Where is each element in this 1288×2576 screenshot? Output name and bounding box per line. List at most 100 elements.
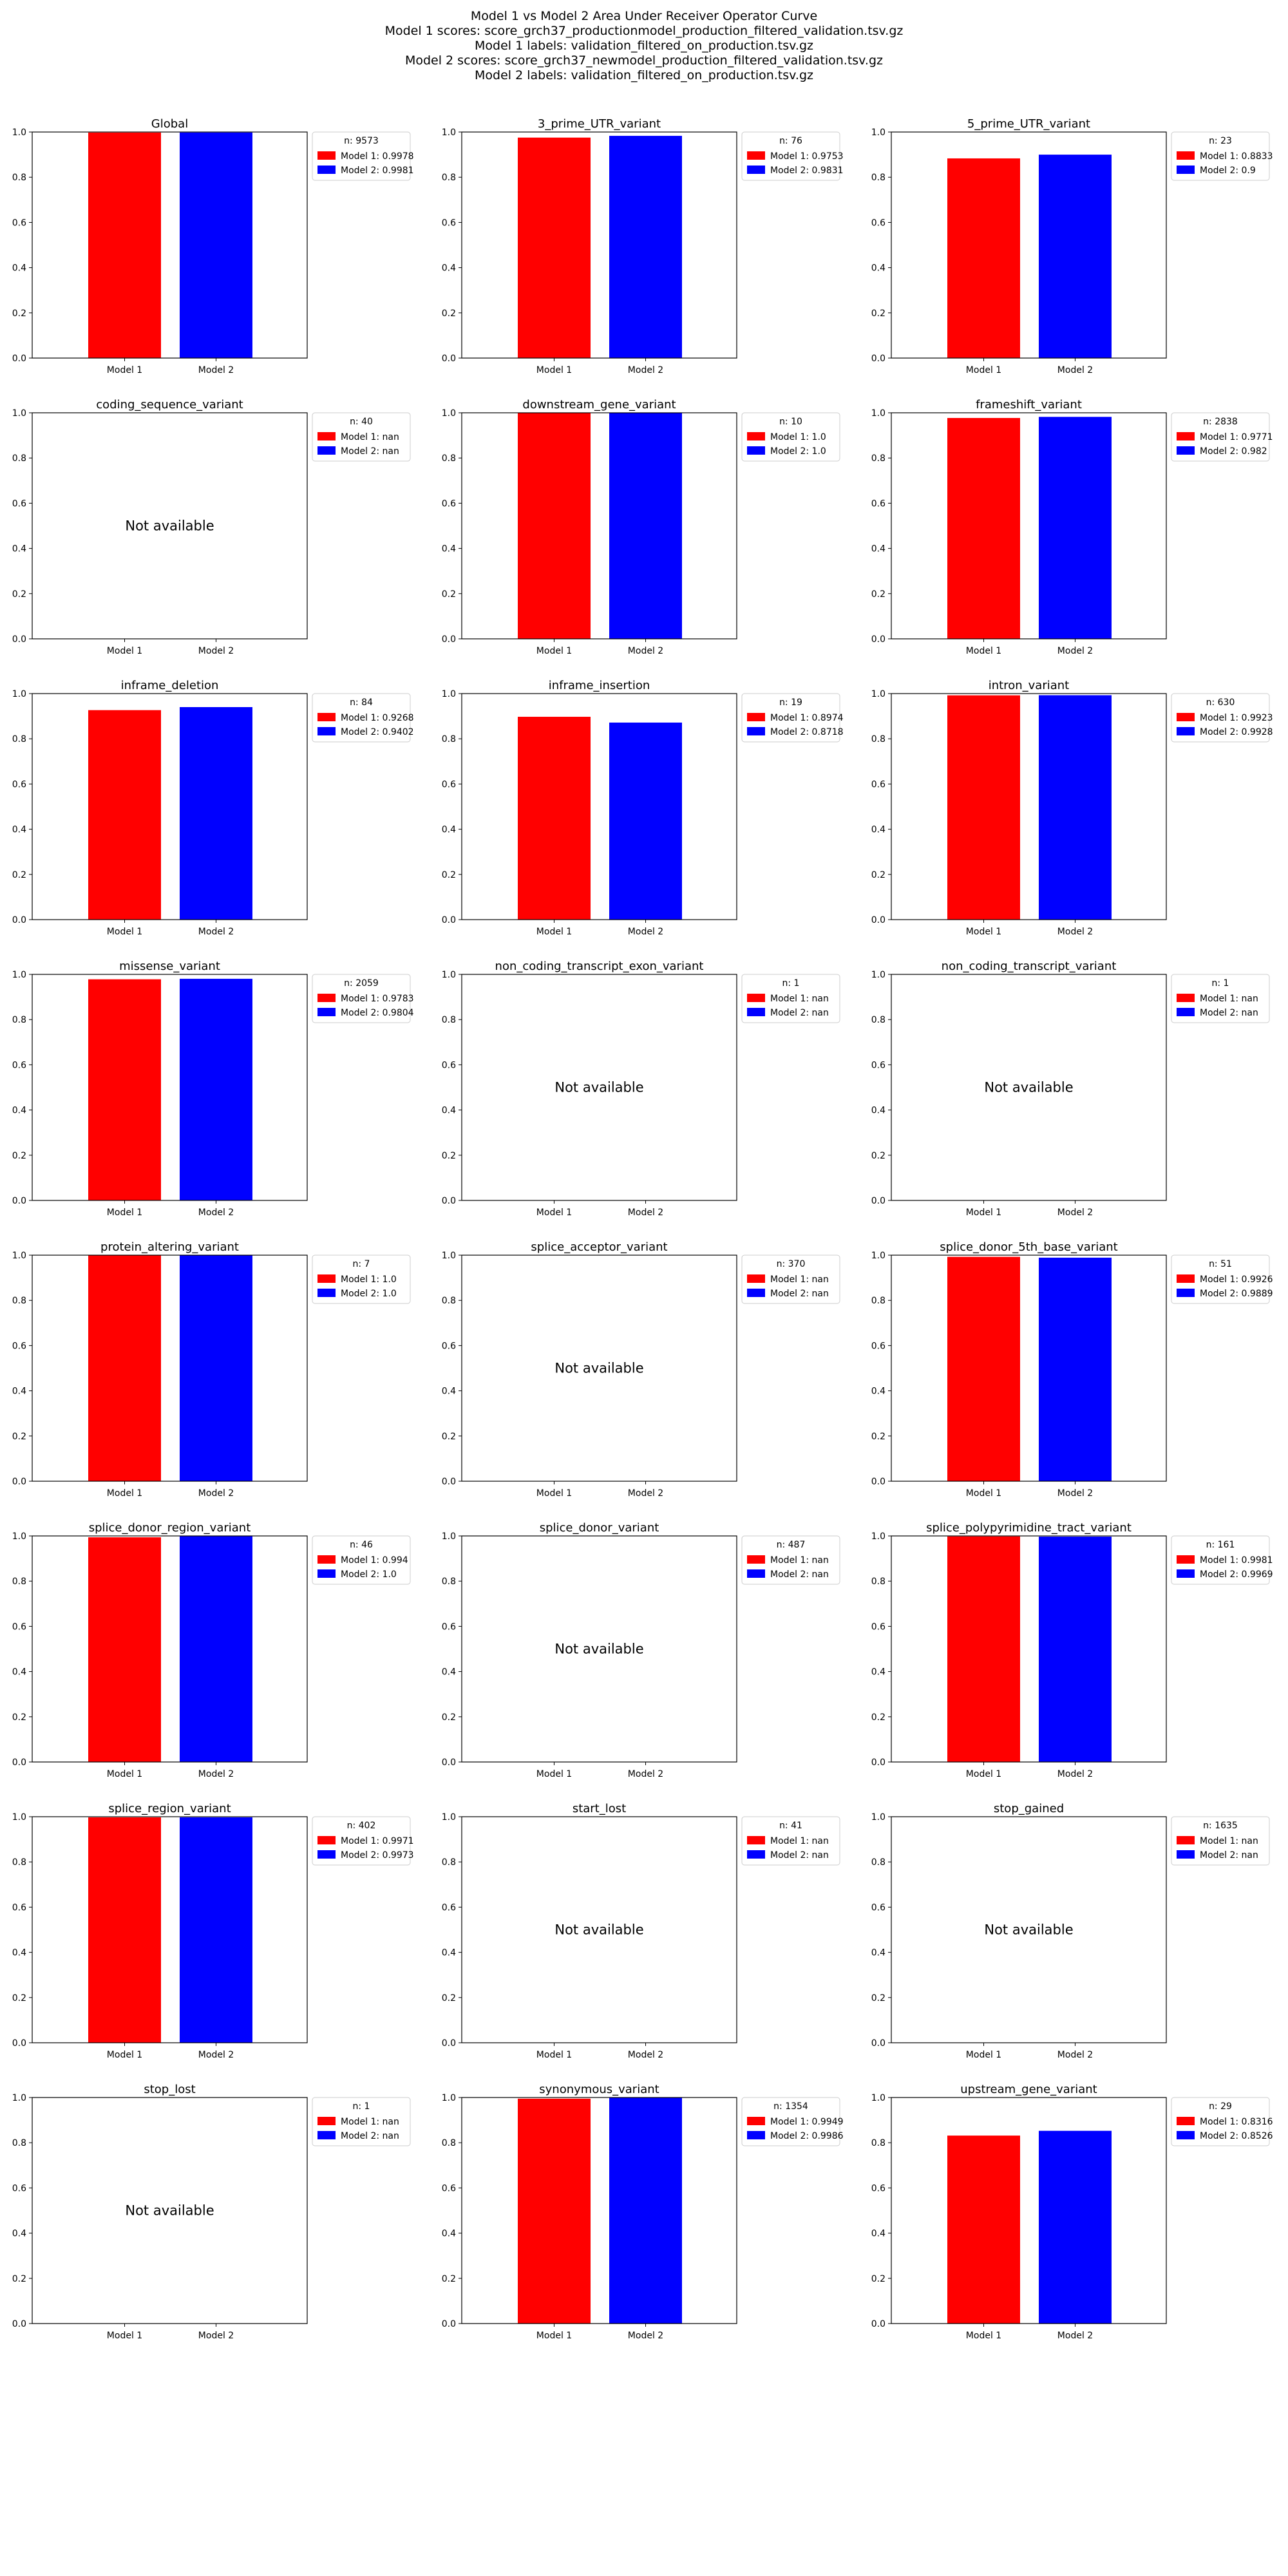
legend-box <box>741 131 840 181</box>
x-tick-label: Model 1 <box>536 927 572 937</box>
bar-model-2 <box>180 978 252 1200</box>
y-tick-label: 0.0 <box>442 915 456 925</box>
axes-frame <box>32 1816 308 2043</box>
legend-swatch-model-2 <box>317 1850 336 1859</box>
y-tick-label: 0.4 <box>871 263 886 274</box>
y-tick-label: 0.8 <box>442 1015 456 1025</box>
y-tick-label: 0.4 <box>442 544 456 554</box>
legend-swatch-model-2 <box>317 1289 336 1297</box>
bar-model-1 <box>518 137 591 359</box>
y-tick-label: 0.8 <box>871 173 886 183</box>
legend-entry: Model 2: 0.9831 <box>770 166 844 176</box>
bar-model-1 <box>88 1817 161 2043</box>
legend-title: n: 19 <box>779 697 802 708</box>
legend-entry: Model 1: 0.9753 <box>770 151 844 162</box>
subplot-title: frameshift_variant <box>976 398 1082 412</box>
y-tick-label: 0.2 <box>442 2274 456 2284</box>
subplot-title: Global <box>151 117 188 131</box>
legend-swatch-model-2 <box>747 2131 765 2139</box>
legend-swatch-model-2 <box>317 1008 336 1016</box>
legend-title: n: 2059 <box>344 978 379 989</box>
y-tick-label: 0.4 <box>871 1667 886 1678</box>
y-tick-label: 0.2 <box>442 1993 456 2003</box>
legend-swatch-model-1 <box>747 994 765 1002</box>
legend-swatch-model-2 <box>317 727 336 735</box>
not-available-text: Not available <box>554 1922 643 1938</box>
not-available-text: Not available <box>554 1080 643 1095</box>
legend-box <box>741 1255 840 1304</box>
bar-model-2 <box>1039 2130 1112 2324</box>
x-tick-label: Model 1 <box>536 2331 572 2341</box>
subplot-title: non_coding_transcript_exon_variant <box>495 960 704 973</box>
y-tick-label: 0.4 <box>871 1948 886 1958</box>
axes-frame <box>891 1255 1167 1482</box>
x-tick-label: Model 1 <box>107 1769 142 1779</box>
x-tick-label: Model 1 <box>107 1208 142 1218</box>
y-tick-label: 0.0 <box>871 634 886 645</box>
y-tick-label: 1.0 <box>12 1531 26 1542</box>
axes-frame <box>32 2097 308 2324</box>
legend-swatch-model-1 <box>317 151 336 160</box>
suptitle-line: Model 1 scores: score_grch37_productionm… <box>384 24 904 38</box>
y-tick-label: 0.0 <box>442 354 456 364</box>
y-tick-label: 1.0 <box>12 1251 26 1261</box>
subplot-title: protein_altering_variant <box>100 1240 239 1254</box>
y-tick-label: 0.6 <box>871 1341 886 1351</box>
y-tick-label: 0.2 <box>871 308 886 319</box>
legend-box <box>312 1535 411 1585</box>
legend-swatch-model-2 <box>317 166 336 174</box>
x-tick-label: Model 2 <box>1057 646 1093 656</box>
y-tick-label: 1.0 <box>12 408 26 419</box>
bar-model-2 <box>1039 155 1112 358</box>
x-tick-label: Model 2 <box>1057 1208 1093 1218</box>
legend-swatch-model-1 <box>1177 151 1195 160</box>
subplot-title: splice_polypyrimidine_tract_variant <box>926 1521 1132 1535</box>
y-tick-label: 1.0 <box>12 2093 26 2103</box>
y-tick-label: 1.0 <box>12 689 26 699</box>
legend-box <box>741 693 840 743</box>
y-tick-label: 0.4 <box>12 1106 26 1116</box>
legend-entry: Model 2: nan <box>770 1850 829 1861</box>
x-tick-label: Model 2 <box>628 1488 663 1499</box>
legend-entry: Model 2: nan <box>341 2131 399 2141</box>
axes-frame <box>32 693 308 920</box>
y-tick-label: 0.4 <box>442 263 456 274</box>
y-tick-label: 1.0 <box>442 128 456 138</box>
legend-swatch-model-1 <box>317 1555 336 1564</box>
x-tick-label: Model 2 <box>198 927 234 937</box>
x-tick-label: Model 1 <box>107 2050 142 2060</box>
legend-title: n: 1 <box>1212 978 1229 989</box>
legend-swatch-model-1 <box>317 1274 336 1283</box>
subplot-title: 3_prime_UTR_variant <box>538 117 661 131</box>
axes-frame <box>891 2097 1167 2324</box>
y-tick-label: 0.8 <box>871 2138 886 2148</box>
x-tick-label: Model 1 <box>536 365 572 375</box>
legend-swatch-model-2 <box>1177 166 1195 174</box>
y-tick-label: 0.2 <box>871 1151 886 1161</box>
y-tick-label: 0.2 <box>12 870 26 880</box>
legend-entry: Model 1: 0.9978 <box>341 151 414 162</box>
y-tick-label: 0.0 <box>871 915 886 925</box>
y-tick-label: 0.0 <box>442 1757 456 1768</box>
y-tick-label: 1.0 <box>12 970 26 980</box>
legend-entry: Model 1: 0.9981 <box>1200 1555 1273 1566</box>
legend-title: n: 1 <box>353 2101 370 2112</box>
not-available-text: Not available <box>984 1080 1073 1095</box>
subplot-title: 5_prime_UTR_variant <box>967 117 1090 131</box>
x-tick-label: Model 2 <box>1057 2050 1093 2060</box>
x-tick-label: Model 2 <box>1057 2331 1093 2341</box>
legend-swatch-model-2 <box>747 1289 765 1297</box>
y-tick-label: 0.0 <box>12 1196 26 1206</box>
legend-box <box>1171 1535 1270 1585</box>
legend-entry: Model 2: nan <box>341 446 399 457</box>
legend-box <box>312 1816 411 1866</box>
legend-title: n: 1 <box>782 978 800 989</box>
legend-entry: Model 1: nan <box>1200 1836 1258 1846</box>
x-tick-label: Model 2 <box>198 1769 234 1779</box>
y-tick-label: 0.6 <box>12 1060 26 1070</box>
bar-model-1 <box>947 418 1020 639</box>
y-tick-label: 0.6 <box>871 1060 886 1070</box>
y-tick-label: 0.2 <box>871 1993 886 2003</box>
legend-title: n: 2838 <box>1203 417 1238 427</box>
